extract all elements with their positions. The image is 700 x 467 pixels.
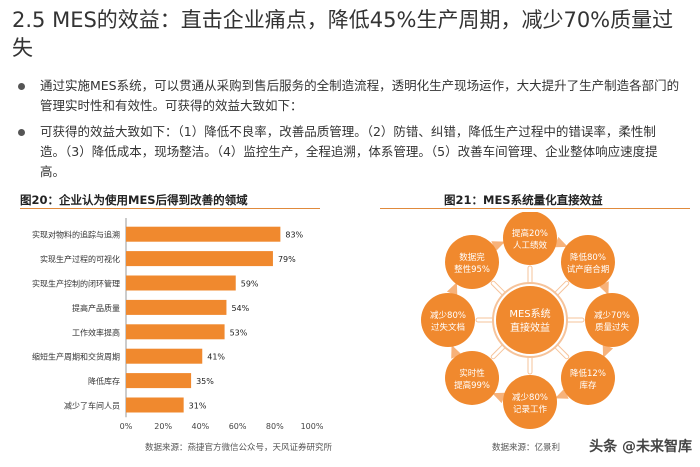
category-label: 实现对物料的追踪与追溯 — [32, 230, 120, 240]
benefit-node — [585, 293, 639, 347]
benefit-label: 降低80% — [570, 252, 606, 263]
bar — [126, 373, 192, 389]
bullet-dot — [18, 129, 25, 136]
bar — [126, 324, 225, 340]
value-label: 83% — [285, 231, 303, 240]
bullet-1-text: 通过实施MES系统，可以贯通从采购到售后服务的全制造流程，透明化生产现场运作，大… — [40, 78, 680, 113]
value-label: 41% — [207, 353, 225, 362]
x-tick-label: 40% — [192, 422, 210, 431]
figure21-title: 图21：MES系统量化直接效益 — [444, 193, 603, 207]
benefit-label: 减少70% — [594, 310, 630, 321]
benefit-label: 减少80% — [512, 392, 548, 403]
x-tick-label: 80% — [266, 422, 284, 431]
center-circle — [496, 286, 564, 354]
value-label: 53% — [230, 328, 248, 337]
benefit-label: 数据完 — [459, 252, 485, 263]
bullet-2: 可获得的效益大致如下：（1）降低不良率，改善品质管理。（2）防错、纠错，降低生产… — [18, 122, 678, 184]
benefit-node — [503, 212, 557, 265]
page-title: 2.5 MES的效益：直击企业痛点，降低45%生产周期，减少70%质量过失 — [12, 8, 674, 60]
center-label: 直接效益 — [510, 321, 550, 334]
category-label: 降低库存 — [88, 376, 120, 386]
benefit-label: 提高99% — [454, 380, 490, 391]
bullet-2-text: 可获得的效益大致如下：（1）降低不良率，改善品质管理。（2）防错、纠错，降低生产… — [40, 124, 658, 179]
benefit-label: 试产磨合期 — [567, 264, 610, 275]
bullet-dot — [18, 83, 25, 90]
figure20-rule — [20, 208, 320, 209]
cycle-arrow — [602, 344, 614, 358]
bar — [126, 251, 273, 267]
center-label: MES系统 — [509, 307, 550, 320]
value-label: 35% — [196, 377, 214, 386]
cycle-arrow — [492, 392, 506, 404]
bullet-1: 通过实施MES系统，可以贯通从采购到售后服务的全制造流程，透明化生产现场运作，大… — [18, 76, 680, 120]
spoke-inner — [491, 344, 506, 359]
benefit-label: 提高20% — [512, 228, 548, 239]
x-tick-label: 0% — [120, 422, 133, 431]
figure20-source: 数据来源：燕捷官方微信公众号，天风证券研究所 — [145, 443, 333, 453]
cycle-arrow — [446, 282, 458, 296]
value-label: 79% — [278, 255, 296, 264]
bar — [126, 226, 281, 242]
benefit-label: 质量过失 — [595, 322, 630, 333]
x-tick-label: 20% — [154, 422, 172, 431]
benefit-node — [421, 293, 475, 347]
benefit-node — [503, 375, 557, 429]
benefit-label: 实时性 — [459, 368, 485, 379]
figure20-title: 图20：企业认为使用MES后得到改善的领域 — [20, 193, 248, 207]
bar — [126, 275, 236, 291]
figure20-bar-chart: 实现对物料的追踪与追溯 83% 实现生产过程的可视化 79% 实现生产控制的闭环管理 59… — [32, 218, 324, 431]
bar — [126, 397, 184, 413]
benefit-label: 整性95% — [454, 264, 490, 275]
cycle-arrow — [554, 236, 568, 248]
spoke-inner — [554, 281, 569, 296]
benefit-node — [445, 350, 500, 405]
benefit-label: 过失文档 — [431, 322, 465, 333]
category-label: 实现生产控制的闭环管理 — [32, 279, 120, 289]
figure21-rule — [380, 208, 690, 209]
category-label: 缩短生产周期和交货周期 — [32, 352, 120, 362]
spoke-inner — [554, 344, 569, 359]
benefit-node — [445, 235, 500, 290]
bar — [126, 299, 227, 315]
benefit-node — [560, 350, 615, 405]
figure21-source: 数据来源：亿景利 — [492, 443, 561, 453]
benefit-label: 减少80% — [430, 310, 466, 321]
value-label: 59% — [241, 280, 259, 289]
value-label: 31% — [189, 402, 207, 411]
value-label: 54% — [231, 304, 249, 313]
benefit-node — [560, 235, 615, 290]
benefit-label: 降低12% — [570, 368, 606, 379]
category-label: 工作效率提高 — [72, 327, 120, 337]
category-label: 减少了车间人员 — [64, 401, 120, 411]
benefit-label: 记录工作 — [513, 404, 548, 415]
category-label: 实现生产过程的可视化 — [40, 254, 120, 264]
watermark: 头条 @未来智库 — [589, 439, 692, 455]
benefit-label: 库存 — [579, 380, 597, 391]
benefit-label: 人工绩效 — [513, 240, 548, 251]
x-tick-label: 60% — [229, 422, 247, 431]
bar — [126, 348, 203, 364]
category-label: 提高产品质量 — [72, 303, 120, 313]
x-tick-label: 100% — [301, 422, 324, 431]
spoke-inner — [491, 281, 506, 296]
